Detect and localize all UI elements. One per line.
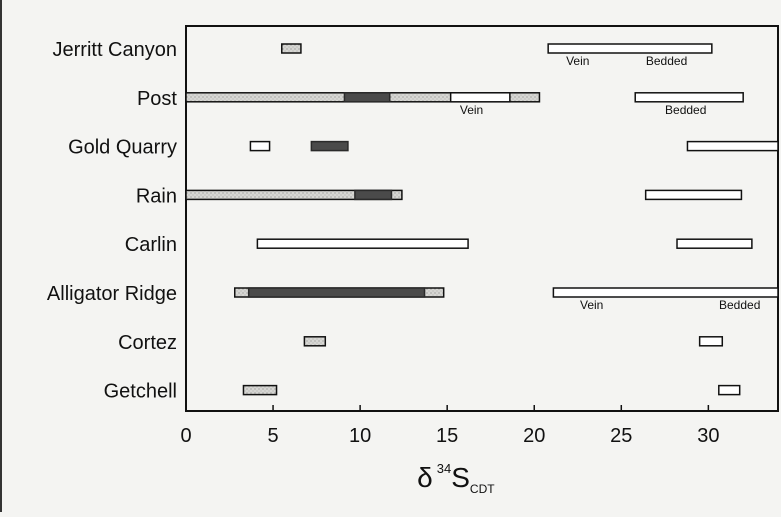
category-label: Carlin bbox=[125, 234, 177, 256]
range-bar-open bbox=[644, 189, 743, 201]
range-bar-open bbox=[256, 238, 469, 249]
range-bar-open bbox=[547, 43, 713, 54]
annotation-label: Vein bbox=[566, 54, 589, 68]
annotation-label: Bedded bbox=[719, 298, 760, 312]
category-label: Post bbox=[137, 88, 177, 110]
range-bar-stippled bbox=[281, 43, 302, 54]
category-label: Rain bbox=[136, 185, 177, 207]
x-tick-label: 20 bbox=[523, 425, 545, 447]
range-bar-open bbox=[676, 238, 753, 249]
range-bar-open bbox=[552, 287, 779, 298]
x-tick-label: 0 bbox=[180, 425, 191, 447]
range-bar-open bbox=[449, 92, 511, 103]
x-axis-label: δ 34SCDT bbox=[417, 461, 495, 496]
range-bar-stippled bbox=[185, 189, 403, 201]
range-bar-dark bbox=[310, 140, 349, 152]
x-tick-label: 5 bbox=[267, 425, 278, 447]
category-label: Alligator Ridge bbox=[47, 283, 177, 305]
range-bar-dark bbox=[343, 92, 391, 103]
plot-frame bbox=[185, 25, 779, 412]
range-bar-stippled bbox=[303, 336, 327, 347]
range-bar-open bbox=[249, 140, 271, 152]
range-bar-open bbox=[634, 92, 744, 103]
category-label: Getchell bbox=[104, 381, 177, 403]
category-label: Cortez bbox=[118, 332, 177, 354]
range-bar-open bbox=[718, 384, 741, 396]
range-bar-stippled bbox=[242, 384, 278, 396]
x-tick-label: 10 bbox=[349, 425, 371, 447]
range-bar-open bbox=[686, 140, 779, 152]
annotation-label: Vein bbox=[460, 103, 483, 117]
annotation-label: Bedded bbox=[665, 103, 706, 117]
range-bar-dark bbox=[354, 189, 393, 201]
x-tick-label: 15 bbox=[436, 425, 458, 447]
category-label: Jerritt Canyon bbox=[53, 39, 178, 61]
x-tick-label: 25 bbox=[610, 425, 632, 447]
category-label: Gold Quarry bbox=[68, 137, 177, 159]
annotation-label: Vein bbox=[580, 298, 603, 312]
range-bar-dark bbox=[247, 287, 426, 298]
range-bar-open bbox=[698, 336, 724, 347]
plot-area: Jerritt Canyon Post Gold Quarry Rain Carlin A… bbox=[47, 25, 779, 496]
x-tick-label: 30 bbox=[697, 425, 719, 447]
annotation-label: Bedded bbox=[646, 54, 687, 68]
